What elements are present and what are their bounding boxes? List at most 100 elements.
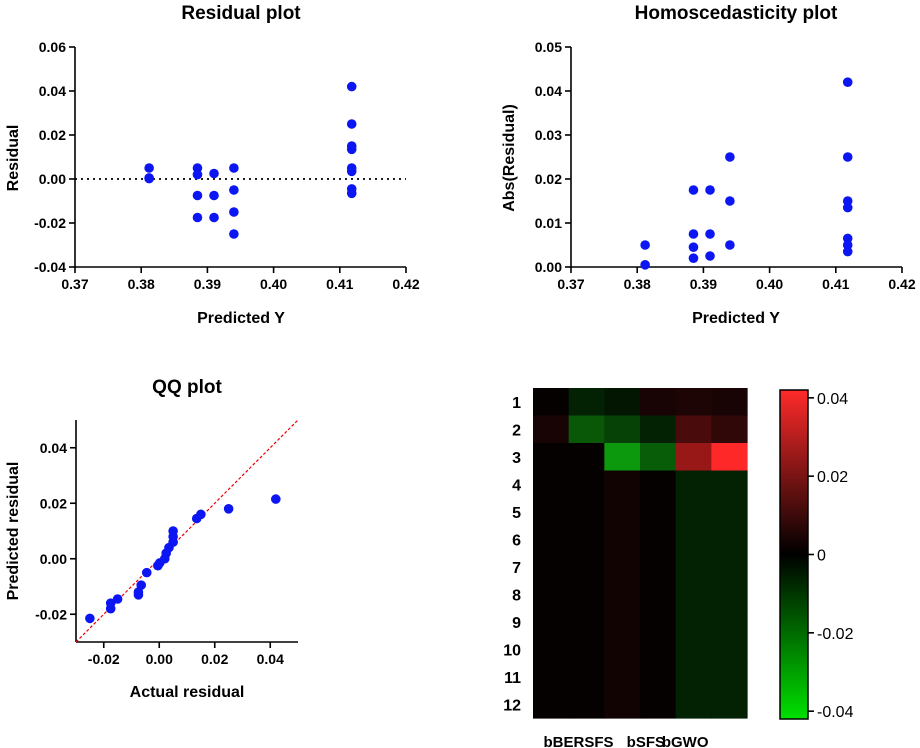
qq-plot-panel: QQ plot Actual residual Predicted residu… (5, 377, 298, 701)
qq-data-point (85, 613, 95, 624)
qq-x-tick-label: 0.04 (257, 651, 284, 667)
homoscedasticity-data-point (688, 253, 699, 263)
heatmap-cell (568, 388, 605, 417)
homoscedasticity-y-tick-label: 0.02 (535, 171, 562, 187)
heatmap-cell (711, 690, 748, 719)
heatmap-cell (675, 580, 712, 609)
qq-data-point (196, 509, 206, 520)
residual-y-tick-label: 0.06 (39, 39, 66, 55)
qq-data-point (223, 504, 234, 514)
heatmap-cell (675, 690, 712, 719)
heatmap-cell (533, 608, 570, 637)
heatmap-cell (604, 635, 641, 664)
heatmap-cell (604, 415, 641, 444)
heatmap-cell (640, 580, 677, 609)
heatmap-row-label: 9 (512, 615, 521, 632)
heatmap-cell (675, 388, 712, 417)
qq-data-point (271, 494, 281, 504)
heatmap-row-label: 2 (512, 422, 521, 439)
homoscedasticity-data-point (842, 202, 853, 213)
homoscedasticity-data-point (842, 152, 853, 162)
heatmap-cell (533, 415, 570, 444)
homoscedasticity-data-point (725, 152, 735, 162)
heatmap-cell (711, 388, 748, 417)
heatmap-cell (533, 553, 570, 582)
heatmap-column-label: bSFS (627, 734, 665, 748)
heatmap-cell (640, 690, 677, 719)
homoscedasticity-data-point (640, 260, 650, 270)
residual-data-point (144, 173, 154, 184)
residual-y-tick-label: -0.04 (34, 259, 66, 275)
heatmap-row-label: 5 (512, 505, 521, 522)
homoscedasticity-plot-xlabel: Predicted Y (692, 310, 780, 327)
heatmap-cell (533, 525, 570, 554)
heatmap-cell (568, 690, 605, 719)
heatmap-cell (675, 635, 712, 664)
colorbar-tick-label: -0.04 (817, 704, 854, 721)
heatmap-column-label: bBERSFS (543, 734, 613, 748)
heatmap-cell (675, 525, 712, 554)
qq-x-tick-label: 0.02 (201, 651, 228, 667)
residual-data-point (346, 188, 357, 199)
homoscedasticity-data-point (842, 246, 853, 257)
homoscedasticity-y-tick-label: 0.05 (535, 39, 562, 55)
heatmap-row-label: 4 (512, 477, 521, 494)
heatmap-cell (711, 635, 748, 664)
qq-y-tick-label: 0.00 (40, 551, 67, 567)
homoscedasticity-x-tick-label: 0.40 (756, 276, 783, 292)
homoscedasticity-plot-panel: Homoscedasticity plot Predicted Y Abs(Re… (501, 3, 916, 327)
homoscedasticity-data-point (705, 185, 715, 195)
heatmap-cell (711, 415, 748, 444)
heatmap-cell (711, 608, 748, 637)
homoscedasticity-data-point (705, 251, 715, 261)
heatmap-cell (568, 415, 605, 444)
qq-y-tick-label: 0.02 (40, 495, 67, 511)
residual-y-tick-label: 0.00 (39, 171, 66, 187)
residual-data-point (209, 168, 219, 179)
heatmap-cell (711, 443, 748, 472)
residual-data-point (192, 190, 203, 201)
heatmap-cell (533, 635, 570, 664)
heatmap-cell (640, 443, 677, 472)
residual-data-point (229, 229, 239, 239)
qq-data-point (136, 580, 147, 590)
heatmap-cell (604, 690, 641, 719)
heatmap-cell (568, 443, 605, 472)
heatmap-row-label: 6 (512, 532, 521, 549)
residual-y-tick-label: 0.02 (39, 127, 66, 143)
residual-data-point (192, 163, 203, 173)
homoscedasticity-x-tick-label: 0.39 (690, 276, 717, 292)
residual-data-point (229, 185, 239, 195)
heatmap-cell (640, 608, 677, 637)
heatmap-cell (533, 690, 570, 719)
heatmap-cell (533, 663, 570, 692)
homoscedasticity-data-point (725, 196, 735, 206)
homoscedasticity-data-point (640, 240, 650, 250)
heatmap-cell (675, 498, 712, 527)
homoscedasticity-y-tick-label: 0.01 (535, 215, 562, 231)
qq-data-point (141, 567, 152, 578)
heatmap-cell (640, 553, 677, 582)
heatmap-cell (533, 443, 570, 472)
heatmap-cell (640, 635, 677, 664)
qq-plot-title: QQ plot (152, 377, 222, 398)
residual-data-point (346, 119, 357, 129)
residual-plot-title: Residual plot (181, 3, 301, 24)
residual-data-point (229, 207, 239, 217)
homoscedasticity-data-point (688, 242, 699, 252)
homoscedasticity-data-point (842, 196, 853, 206)
heatmap-cell (533, 470, 570, 499)
residual-plot-ylabel: Residual (5, 125, 22, 192)
heatmap-cell (675, 608, 712, 637)
heatmap-cell (533, 498, 570, 527)
heatmap-row-label: 1 (512, 395, 521, 412)
heatmap-cell (640, 663, 677, 692)
residual-data-point (229, 163, 239, 173)
heatmap-cell (640, 415, 677, 444)
heatmap-cell (711, 498, 748, 527)
heatmap-row-label: 12 (503, 697, 521, 714)
homoscedasticity-plot-title: Homoscedasticity plot (635, 3, 838, 24)
heatmap-row-label: 10 (503, 642, 521, 659)
residual-plot-xlabel: Predicted Y (197, 310, 285, 327)
heatmap-cell (675, 443, 712, 472)
